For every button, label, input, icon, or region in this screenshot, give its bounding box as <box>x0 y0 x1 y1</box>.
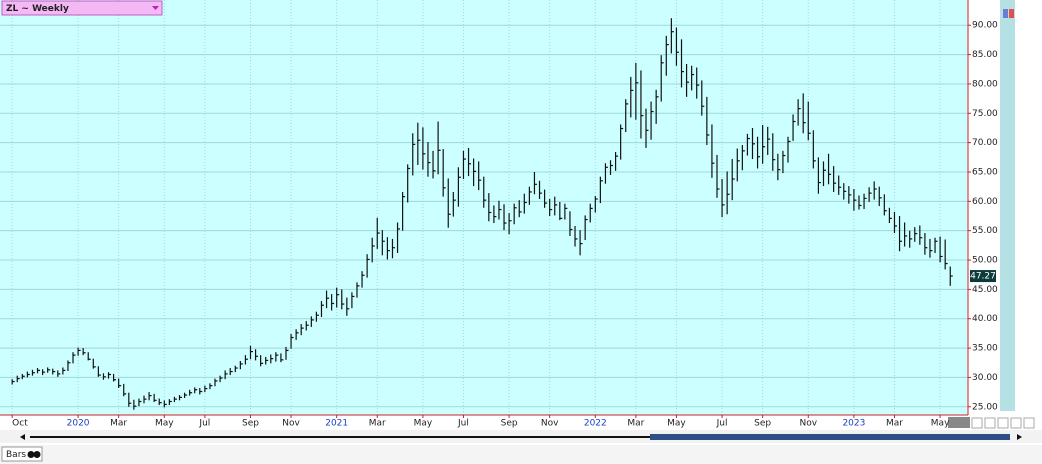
y-tick-label: 80.00 <box>972 79 998 89</box>
nav-button[interactable] <box>971 417 983 429</box>
x-tick-label: 2021 <box>325 419 348 429</box>
y-tick-label: 45.00 <box>972 285 998 295</box>
icon[interactable] <box>1003 9 1008 18</box>
y-tick-label: 75.00 <box>972 109 998 119</box>
x-tick-label: Sep <box>501 419 518 429</box>
x-tick-label: Jul <box>198 419 210 429</box>
x-tick-label: May <box>155 419 174 429</box>
x-tick-label: Nov <box>541 419 559 429</box>
y-tick-label: 50.00 <box>972 256 998 266</box>
tab-bar <box>0 445 1042 464</box>
y-tick-label: 85.00 <box>972 50 998 60</box>
tab-icon <box>27 451 35 458</box>
x-tick-label: May <box>414 419 433 429</box>
y-tick-label: 40.00 <box>972 314 998 324</box>
last-price-label: 47.27 <box>970 272 996 282</box>
nav-button[interactable] <box>997 417 1009 429</box>
y-tick-label: 35.00 <box>972 344 998 354</box>
x-tick-label: Mar <box>369 419 386 429</box>
nav-button[interactable] <box>948 417 970 428</box>
nav-button[interactable] <box>1010 417 1022 429</box>
x-tick-label: Mar <box>110 419 127 429</box>
scroll-left[interactable] <box>20 434 25 440</box>
x-tick-label: May <box>931 419 950 429</box>
x-tick-label: Jul <box>457 419 469 429</box>
x-tick-label: 2020 <box>67 419 90 429</box>
tab-icon <box>33 451 41 458</box>
x-tick-label: May <box>667 419 686 429</box>
x-tick-label: Nov <box>799 419 817 429</box>
y-tick-label: 55.00 <box>972 226 998 236</box>
y-tick-label: 60.00 <box>972 197 998 207</box>
y-tick-label: 65.00 <box>972 167 998 177</box>
x-tick-label: Jul <box>716 419 728 429</box>
last-price-box <box>970 270 996 283</box>
x-tick-label: Oct <box>12 419 28 429</box>
x-tick-label: 2023 <box>842 419 865 429</box>
x-tick-label: Sep <box>754 419 771 429</box>
y-tick-label: 70.00 <box>972 138 998 148</box>
x-tick-label: Nov <box>282 419 300 429</box>
nav-button[interactable] <box>1023 417 1035 429</box>
symbol-box[interactable] <box>1 0 163 16</box>
x-tick-label: Sep <box>242 419 259 429</box>
y-tick-label: 25.00 <box>972 402 998 412</box>
icon[interactable] <box>1009 9 1014 18</box>
x-tick-label: Mar <box>886 419 903 429</box>
price-axis <box>968 0 1000 415</box>
side-strip <box>1000 0 1015 411</box>
scroll-right[interactable] <box>1017 434 1022 440</box>
y-tick-label: 90.00 <box>972 21 998 31</box>
x-tick-label: Mar <box>627 419 644 429</box>
nav-button[interactable] <box>984 417 996 429</box>
scroll-thumb[interactable] <box>650 434 1010 440</box>
tab-label[interactable]: Bars <box>6 450 26 460</box>
symbol-label: ZL ~ Weekly <box>6 4 69 14</box>
x-tick-label: 2022 <box>584 419 607 429</box>
y-tick-label: 30.00 <box>972 373 998 383</box>
dropdown-arrow[interactable] <box>152 6 159 10</box>
